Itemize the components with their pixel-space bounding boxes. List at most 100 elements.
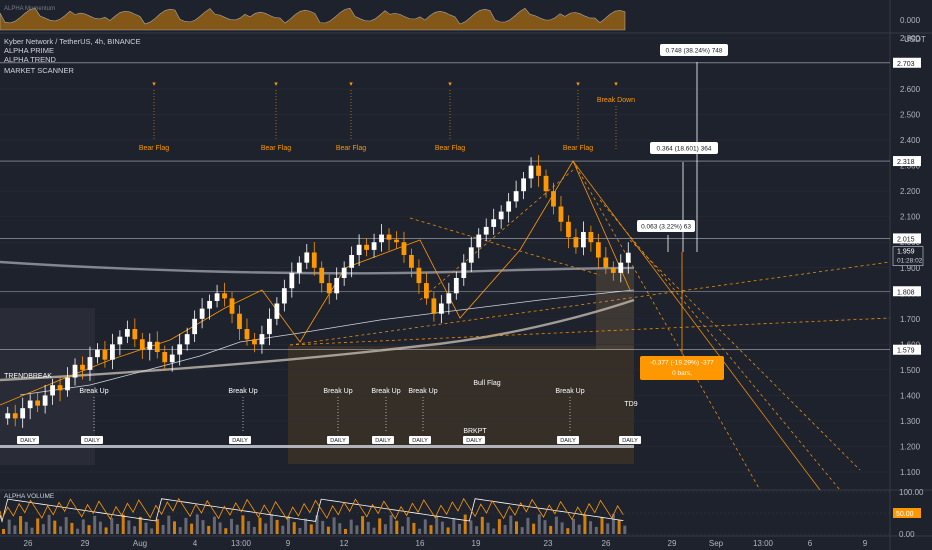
volume-bar	[258, 517, 262, 534]
time-tick-label: 23	[544, 539, 553, 548]
time-tick-label: 26	[602, 539, 611, 548]
time-tick-label: 13:00	[753, 539, 774, 548]
level-badge[interactable]	[893, 156, 921, 167]
break-down-label: Break Down	[597, 97, 635, 104]
volume-bar	[247, 521, 251, 534]
level-badge-text: 2.015	[897, 236, 915, 243]
indicator-alpha-trend[interactable]: ALPHA TREND	[4, 55, 57, 64]
price-tick-label: 2.300	[900, 162, 921, 171]
price-axis[interactable]: 1.1001.2001.3001.4001.5001.6001.7001.800…	[892, 34, 924, 477]
volume-bar	[509, 515, 513, 534]
indicator-market-scanner[interactable]: MARKET SCANNER	[4, 66, 74, 75]
time-tick-label: 29	[81, 539, 90, 548]
volume-bar	[81, 519, 85, 534]
bear-flag-label: Bear Flag	[261, 145, 291, 152]
indicator-alpha-prime[interactable]: ALPHA PRIME	[4, 46, 54, 55]
candle-body	[334, 277, 340, 294]
current-price-badge[interactable]	[892, 246, 924, 267]
time-axis[interactable]: 26 29 Aug 4 13:00 9 12 16 19 23 26 29 Sep 13:00 6 9	[24, 539, 868, 548]
volume-label[interactable]: ALPHA VOLUME	[4, 493, 55, 500]
brkpt-label: BRKPT	[463, 428, 487, 435]
time-tick-label: 13:00	[231, 539, 252, 548]
price-tick-label: 2.800	[900, 34, 921, 43]
bear-flag-marker: ▾	[448, 81, 452, 88]
volume-bar	[292, 522, 296, 534]
daily-tag	[81, 436, 103, 444]
volume-bar	[36, 518, 40, 534]
measure-box[interactable]	[650, 142, 718, 154]
channel-line	[289, 261, 891, 346]
current-price-text: 1.959	[897, 249, 915, 256]
candle-body	[573, 237, 579, 248]
candle-body	[625, 252, 631, 263]
candle-body	[446, 293, 452, 304]
volume-bar	[7, 519, 11, 534]
candle-body	[72, 364, 78, 378]
candle-body	[528, 165, 534, 179]
volume-bar	[383, 524, 387, 534]
candle-body	[401, 242, 407, 255]
candle-body	[311, 252, 317, 268]
candle-body	[57, 385, 63, 391]
candle-body	[162, 352, 168, 363]
daily-tag-text: DAILY	[466, 438, 482, 444]
volume-bar	[304, 518, 308, 534]
volume-bar	[19, 516, 23, 534]
volume-bar	[138, 516, 142, 534]
candle-body	[438, 303, 444, 314]
level-badge[interactable]	[893, 286, 921, 297]
candle-body	[214, 293, 220, 301]
candle-body	[154, 341, 160, 353]
volume-bar	[127, 520, 131, 534]
volume-bar	[395, 520, 399, 534]
time-tick-label: 12	[340, 539, 349, 548]
candle-body	[453, 277, 459, 294]
volume-bar	[492, 528, 496, 534]
candle-body	[244, 329, 250, 340]
volume-bar	[87, 525, 91, 534]
measure-box-subtext: 0 bars,	[672, 370, 692, 377]
level-badge[interactable]	[893, 233, 921, 244]
candle-body	[289, 272, 295, 289]
level-badge[interactable]	[893, 57, 921, 68]
time-tick-label: 4	[193, 539, 198, 548]
measure-box[interactable]	[640, 356, 724, 380]
candle-body	[237, 313, 242, 330]
volume-bar	[173, 521, 176, 534]
candle-body	[132, 329, 138, 340]
time-tick-label: 16	[416, 539, 425, 548]
break-up-label: Break Up	[555, 388, 584, 395]
volume-last-text: 50.00	[896, 511, 914, 518]
candle-body	[267, 318, 272, 335]
volume-bar	[378, 518, 382, 534]
break-up-label: Break Up	[371, 388, 400, 395]
momentum-label: ALPHA Momentum	[4, 6, 55, 12]
candle-body	[498, 211, 504, 220]
candle-body	[356, 244, 362, 255]
step-trail-line	[19, 289, 635, 396]
volume-bar	[178, 527, 182, 534]
time-tick-label: 9	[863, 539, 868, 548]
candle-body	[379, 234, 384, 243]
candle-body	[102, 349, 108, 360]
candle-body	[468, 247, 474, 263]
candle-body	[222, 293, 227, 299]
volume-last-badge[interactable]	[893, 508, 921, 518]
measure-boxes-layer[interactable]: 0.748 (38.24%) 748 0.364 (18.601) 364 0.06…	[637, 44, 728, 380]
volume-bar	[235, 524, 239, 534]
price-tick-label: 1.500	[900, 366, 921, 375]
volume-bar	[53, 520, 57, 534]
volume-bar	[161, 524, 165, 534]
trend-lines	[0, 160, 891, 491]
daily-tag	[229, 436, 251, 444]
level-badge[interactable]	[893, 344, 921, 355]
price-tick-label: 1.700	[900, 315, 921, 324]
candle-body	[543, 175, 549, 192]
measure-box[interactable]	[637, 220, 695, 232]
bear-flag-marker: ▾	[349, 81, 353, 88]
volume-bar	[549, 525, 553, 534]
candle-body	[536, 165, 541, 176]
measure-box[interactable]	[660, 44, 728, 56]
symbol-title[interactable]: Kyber Network / TetherUS, 4h, BINANCE	[4, 37, 141, 46]
